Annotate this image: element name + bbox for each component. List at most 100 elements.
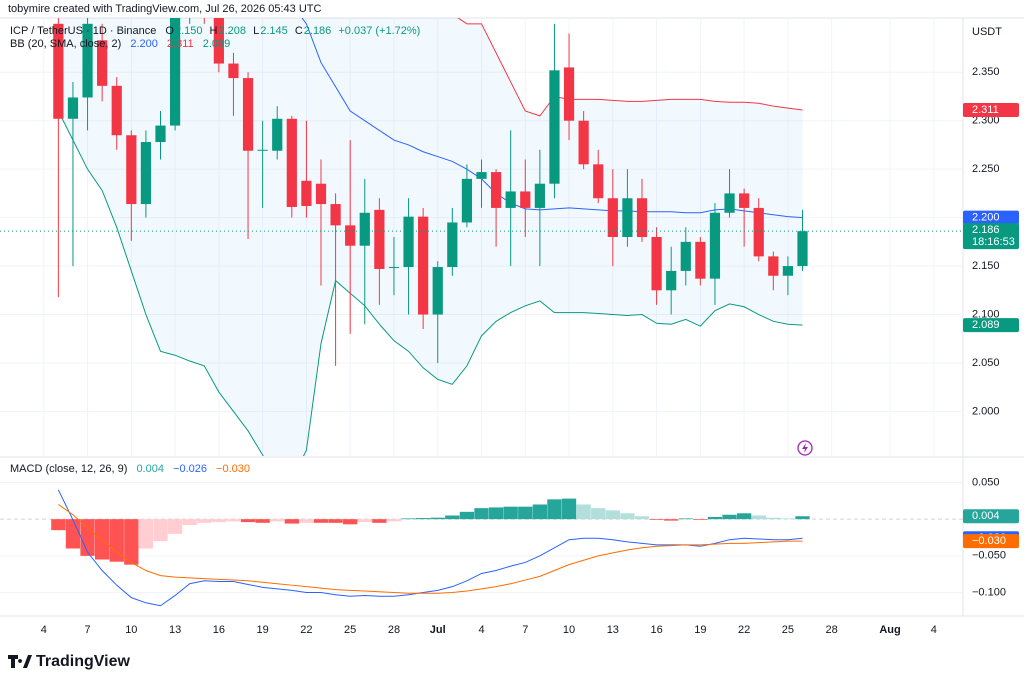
histogram-bar — [284, 519, 299, 524]
candle-body — [709, 212, 721, 279]
candle-body — [534, 183, 545, 208]
x-tick-label: 19 — [694, 624, 706, 636]
histogram-bar — [707, 516, 723, 520]
candle-body — [636, 198, 648, 237]
countdown: 18:16:53 — [972, 236, 1015, 248]
candle-body — [739, 193, 750, 208]
macd-legend: MACD (close, 12, 26, 9) 0.004 −0.026 −0.… — [10, 463, 250, 475]
candle-body — [753, 207, 764, 257]
price-badge-bg — [963, 223, 1019, 250]
candle-body — [666, 270, 677, 291]
band-badge: 2.200 — [972, 212, 1000, 224]
histogram-bar — [430, 517, 445, 520]
candle-body — [797, 231, 808, 267]
histogram-bar — [518, 506, 533, 520]
macd-pane — [0, 481, 963, 607]
candle-body — [228, 63, 239, 79]
candle-body — [622, 198, 633, 237]
y-tick-label: 2.250 — [972, 163, 1000, 175]
candle-body — [461, 178, 473, 223]
alert-bolt — [802, 443, 808, 453]
histogram-bar — [182, 519, 197, 526]
candle-body — [432, 267, 443, 315]
ohlc-value: 2.145 — [260, 25, 288, 37]
y-tick-label: −0.100 — [972, 586, 1006, 598]
change: +0.037 (+1.72%) — [338, 25, 420, 37]
candle-body — [345, 225, 356, 246]
bb-value: 2.200 — [130, 38, 158, 50]
y-tick-label: 2.150 — [972, 260, 1000, 272]
ohlc-value: 2.186 — [304, 25, 332, 37]
candle-body — [476, 172, 487, 179]
candle-body — [490, 172, 502, 208]
x-tick-label: 28 — [826, 624, 838, 636]
symbol: ICP / TetherUS · 1D · Binance — [10, 25, 156, 37]
y-tick-label: 2.100 — [972, 308, 1000, 320]
candle-body — [578, 120, 589, 165]
logo-mark — [8, 655, 32, 668]
candle-body — [724, 193, 735, 213]
candle-body — [315, 183, 327, 205]
y-tick-label: 2.050 — [972, 357, 1000, 369]
candle-body — [242, 78, 254, 151]
symbol-legend: ICP / TetherUS · 1D · Binance O2.150 H2.… — [10, 25, 420, 37]
x-tick-label: 13 — [607, 624, 619, 636]
x-tick-label: 16 — [650, 624, 662, 636]
histogram-bar — [167, 519, 183, 534]
x-tick-label: Jul — [430, 624, 446, 636]
x-tick-label: 7 — [84, 624, 90, 636]
candle-body — [695, 241, 706, 279]
candle-body — [155, 125, 166, 143]
histogram-bar — [328, 519, 343, 523]
histogram-bar — [561, 498, 577, 520]
histogram-bar — [299, 519, 314, 523]
bb-value: 2.311 — [167, 38, 194, 50]
band-badge: 2.311 — [972, 104, 999, 116]
histogram-bar — [693, 519, 708, 520]
candle-body — [97, 40, 108, 86]
histogram-bar — [372, 519, 387, 523]
histogram-bar — [445, 515, 460, 520]
histogram-bar — [270, 519, 285, 522]
histogram-bar — [722, 514, 737, 520]
x-tick-label: 25 — [344, 624, 356, 636]
candle-body — [593, 164, 604, 199]
histogram-bar — [591, 508, 606, 520]
histogram-bar — [605, 510, 620, 520]
x-tick-label: 4 — [478, 624, 484, 636]
macd-line — [58, 504, 803, 594]
x-tick-label: 4 — [931, 624, 937, 636]
band-line — [457, 18, 803, 117]
band-line — [57, 110, 803, 456]
histogram-bar — [780, 518, 796, 520]
histogram-bar — [197, 519, 212, 523]
histogram-bar — [459, 511, 475, 520]
histogram-bar — [211, 519, 227, 523]
band-badge-bg — [963, 210, 1019, 225]
macd-badge-bg — [963, 534, 1019, 549]
histogram-bar — [51, 519, 66, 531]
histogram-bar — [401, 518, 416, 520]
histogram-bar — [678, 518, 693, 520]
histogram-bar — [766, 517, 781, 520]
alert-icon[interactable] — [797, 440, 813, 456]
candle-body — [680, 241, 691, 271]
histogram-bar — [80, 519, 95, 556]
histogram-bar — [357, 519, 372, 523]
x-tick-label: 19 — [257, 624, 269, 636]
histogram-bar — [153, 519, 168, 542]
x-tick-label: 13 — [169, 624, 181, 636]
ohlc-key: O — [165, 25, 174, 37]
candle-body — [782, 266, 794, 276]
candle-body — [169, 18, 181, 126]
candle-body — [286, 118, 297, 207]
candle-body — [111, 85, 122, 136]
histogram-bar — [488, 507, 504, 520]
histogram-bar — [751, 515, 766, 520]
y-tick-label: −0.050 — [972, 550, 1006, 562]
x-tick-label: 10 — [563, 624, 575, 636]
candle-body — [651, 237, 662, 291]
ohlc-key: H — [210, 25, 218, 37]
histogram-bar — [124, 519, 139, 565]
